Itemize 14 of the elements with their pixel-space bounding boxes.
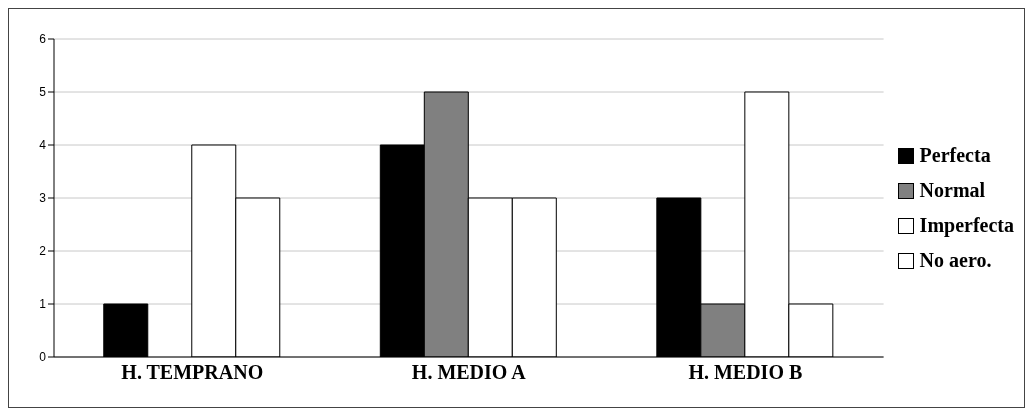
legend-label: Normal [918,179,987,202]
legend-label: Imperfecta [918,214,1014,237]
legend-label: Perfecta [918,144,992,167]
y-tick-label: 5 [39,85,47,100]
y-tick-label: 0 [39,350,47,365]
y-tick-label: 1 [39,297,47,312]
x-tick-label: H. TEMPRANO [121,361,264,384]
y-tick-label: 3 [39,191,47,206]
y-tick-label: 2 [39,244,47,259]
legend-label: No aero. [918,249,993,272]
x-tick-label: H. MEDIO A [411,361,527,384]
x-tick-label: H. MEDIO B [688,361,803,384]
y-tick-label: 6 [39,32,47,47]
y-tick-label: 4 [39,138,47,153]
